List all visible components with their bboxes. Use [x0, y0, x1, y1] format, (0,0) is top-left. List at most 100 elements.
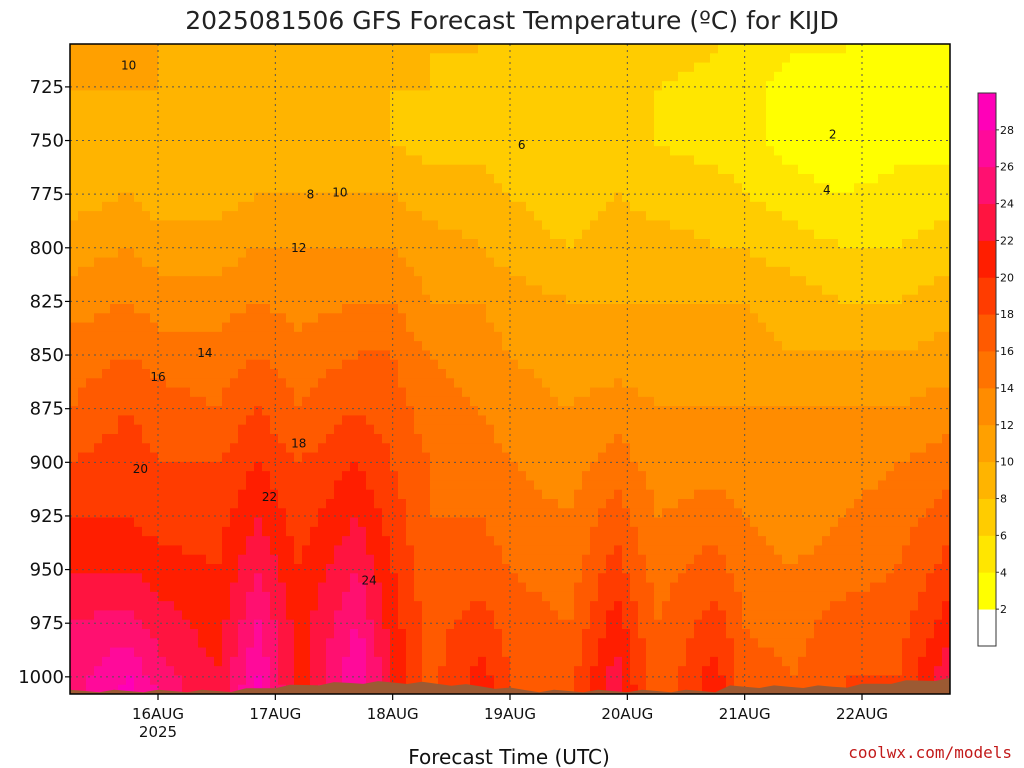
temperature-cell — [566, 415, 575, 426]
temperature-cell — [166, 526, 175, 537]
temperature-cell — [358, 369, 367, 379]
temperature-cell — [222, 331, 231, 342]
temperature-cell — [534, 675, 543, 686]
temperature-cell — [158, 294, 167, 305]
temperature-cell — [150, 406, 159, 417]
temperature-cell — [574, 526, 583, 537]
temperature-cell — [134, 294, 143, 305]
temperature-cell — [438, 629, 447, 639]
temperature-cell — [406, 257, 415, 268]
temperature-cell — [294, 499, 303, 509]
temperature-cell — [486, 313, 495, 324]
temperature-cell — [558, 675, 567, 686]
temperature-cell — [390, 62, 399, 73]
temperature-cell — [390, 434, 399, 444]
temperature-cell — [222, 304, 231, 314]
temperature-cell — [590, 183, 599, 194]
temperature-cell — [150, 81, 159, 92]
temperature-cell — [254, 359, 263, 370]
temperature-cell — [390, 164, 399, 175]
temperature-cell — [94, 536, 103, 547]
temperature-cell — [430, 452, 439, 463]
temperature-cell — [230, 508, 239, 519]
temperature-cell — [334, 313, 343, 324]
temperature-cell — [246, 313, 255, 324]
temperature-cell — [134, 229, 143, 240]
temperature-cell — [478, 591, 487, 602]
temperature-cell — [382, 62, 391, 73]
temperature-cell — [470, 489, 479, 500]
temperature-cell — [334, 220, 343, 231]
temperature-cell — [118, 313, 127, 324]
temperature-cell — [550, 378, 559, 389]
temperature-cell — [430, 313, 439, 324]
temperature-cell — [230, 629, 239, 639]
temperature-cell — [622, 266, 631, 277]
temperature-cell — [134, 304, 143, 314]
temperature-cell — [382, 415, 391, 426]
temperature-cell — [110, 174, 119, 184]
temperature-cell — [206, 564, 215, 574]
temperature-cell — [230, 378, 239, 389]
temperature-cell — [446, 164, 455, 175]
temperature-cell — [374, 229, 383, 240]
temperature-cell — [502, 229, 511, 240]
temperature-cell — [214, 684, 223, 694]
temperature-cell — [598, 489, 607, 500]
temperature-cell — [510, 526, 519, 537]
temperature-cell — [286, 229, 295, 240]
temperature-cell — [398, 452, 407, 463]
temperature-cell — [222, 201, 231, 212]
temperature-cell — [286, 127, 295, 138]
temperature-cell — [542, 610, 551, 621]
temperature-cell — [550, 99, 559, 110]
temperature-cell — [78, 331, 87, 342]
temperature-cell — [230, 239, 239, 249]
temperature-cell — [206, 526, 215, 537]
temperature-cell — [350, 127, 359, 138]
temperature-cell — [342, 638, 351, 649]
temperature-cell — [630, 610, 639, 621]
temperature-cell — [470, 526, 479, 537]
temperature-cell — [374, 118, 383, 129]
temperature-cell — [558, 62, 567, 73]
temperature-cell — [614, 313, 623, 324]
temperature-cell — [206, 359, 215, 370]
temperature-cell — [302, 174, 311, 184]
temperature-cell — [430, 276, 439, 287]
temperature-cell — [486, 118, 495, 129]
temperature-cell — [206, 629, 215, 639]
temperature-cell — [470, 536, 479, 547]
temperature-cell — [454, 276, 463, 287]
temperature-cell — [470, 461, 479, 472]
temperature-cell — [206, 554, 215, 565]
temperature-cell — [126, 480, 135, 491]
temperature-cell — [630, 675, 639, 686]
temperature-cell — [150, 146, 159, 157]
temperature-cell — [638, 99, 647, 110]
temperature-cell — [534, 573, 543, 584]
temperature-cell — [382, 276, 391, 287]
temperature-cell — [358, 136, 367, 147]
temperature-cell — [94, 183, 103, 194]
temperature-cell — [510, 109, 519, 119]
temperature-cell — [414, 396, 423, 407]
temperature-cell — [214, 582, 223, 593]
temperature-cell — [94, 396, 103, 407]
temperature-cell — [158, 396, 167, 407]
temperature-cell — [550, 257, 559, 268]
temperature-cell — [382, 248, 391, 259]
temperature-cell — [430, 443, 439, 454]
temperature-cell — [230, 164, 239, 175]
temperature-cell — [158, 508, 167, 519]
temperature-cell — [398, 573, 407, 584]
temperature-cell — [230, 675, 239, 686]
temperature-cell — [358, 582, 367, 593]
temperature-cell — [158, 387, 167, 398]
temperature-cell — [294, 71, 303, 82]
temperature-cell — [254, 443, 263, 454]
temperature-cell — [374, 266, 383, 277]
temperature-cell — [310, 285, 319, 296]
temperature-cell — [358, 81, 367, 92]
temperature-cell — [422, 164, 431, 175]
